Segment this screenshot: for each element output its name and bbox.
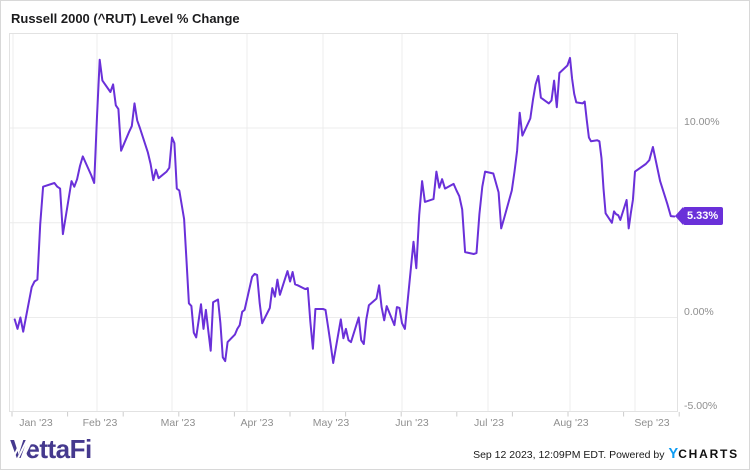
last-value-badge: 5.33% [675, 207, 724, 225]
x-axis-label: May '23 [312, 417, 350, 429]
x-axis-label: Mar '23 [160, 417, 196, 429]
x-axis-label: Feb '23 [82, 417, 118, 429]
chart-title: Russell 2000 (^RUT) Level % Change [11, 11, 240, 26]
ycharts-logo: Y CHARTS [668, 446, 739, 462]
badge-pointer-icon [675, 207, 683, 225]
ycharts-y-icon: Y [668, 446, 679, 462]
y-axis-label: 0.00% [684, 305, 714, 318]
x-axis-label: Jun '23 [395, 417, 429, 429]
attribution: Sep 12 2023, 12:09PM EDT. Powered by Y CH… [473, 446, 739, 462]
x-axis-label: Sep '23 [634, 417, 670, 429]
last-value-text: 5.33% [683, 207, 724, 225]
y-axis-label: -5.00% [684, 400, 718, 413]
x-axis-label: Aug '23 [553, 417, 589, 429]
y-axis-label: 10.00% [684, 116, 720, 128]
timestamp-text: Sep 12 2023, 12:09PM EDT. Powered by [473, 449, 665, 461]
x-axis-label: Jan '23 [19, 417, 53, 429]
x-axis-label: Jul '23 [473, 417, 505, 429]
x-axis-label: Apr '23 [240, 417, 274, 429]
series-line [13, 56, 676, 364]
